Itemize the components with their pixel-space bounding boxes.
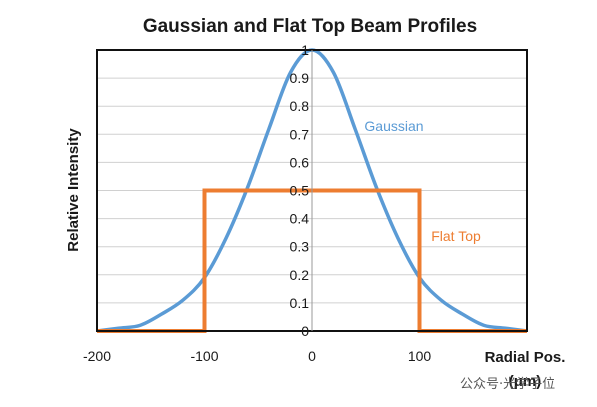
gaussian-series-label: Gaussian (364, 118, 423, 134)
y-tick-label: 0.2 (290, 267, 310, 283)
x-tick-label: 100 (408, 348, 432, 364)
y-tick-label: 0.7 (290, 126, 310, 142)
x-tick-label: -100 (190, 348, 218, 364)
chart-title: Gaussian and Flat Top Beam Profiles (143, 16, 477, 37)
y-tick-label: 0.6 (290, 154, 310, 170)
flat-top-series-label: Flat Top (431, 228, 481, 244)
x-tick-label: 0 (308, 348, 316, 364)
y-tick-label: 0 (301, 323, 309, 339)
watermark: 公众号·光学子位 (460, 376, 555, 392)
y-tick-label: 0.9 (290, 70, 310, 86)
x-axis-label-line1: Radial Pos. (485, 349, 566, 366)
y-tick-label: 1 (301, 42, 309, 58)
y-tick-label: 0.5 (290, 183, 310, 199)
y-tick-label: 0.3 (290, 239, 310, 255)
y-tick-label: 0.8 (290, 98, 310, 114)
y-axis-label: Relative Intensity (65, 128, 82, 252)
y-tick-label: 0.1 (290, 295, 310, 311)
y-tick-label: 0.4 (290, 211, 310, 227)
x-tick-labels: -200 -100 0 100 (83, 348, 431, 364)
y-tick-labels: 0 0.1 0.2 0.3 0.4 0.5 0.6 0.7 0.8 0.9 1 (290, 42, 310, 339)
x-tick-label: -200 (83, 348, 111, 364)
x-axis-label-line2: (μm) (509, 373, 542, 390)
